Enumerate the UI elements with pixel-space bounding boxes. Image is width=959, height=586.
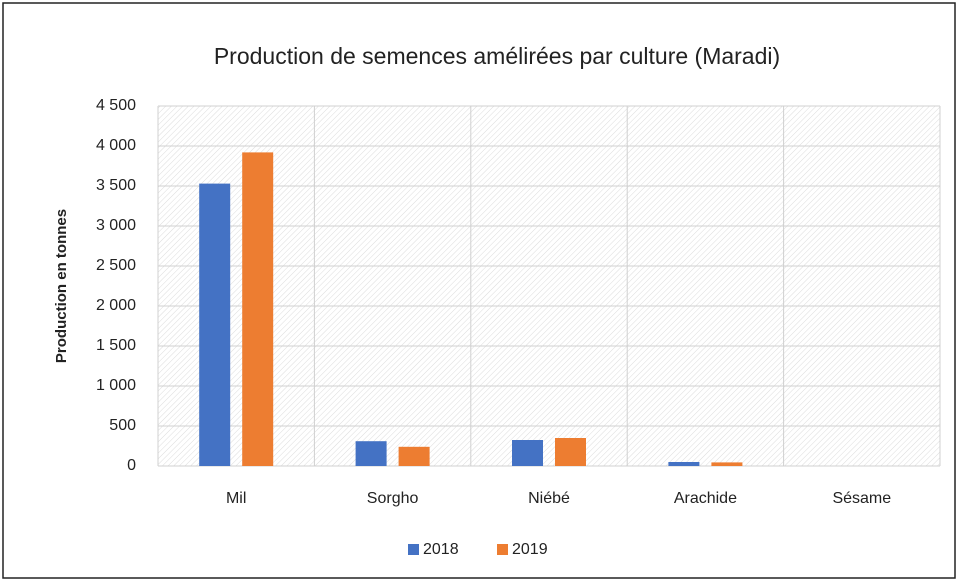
x-tick-label: Arachide [674,490,737,507]
y-tick-label: 1 000 [96,377,136,394]
y-tick-label: 3 500 [96,177,136,194]
legend-swatch [497,544,508,555]
chart-title: Production de semences amélirées par cul… [214,43,780,69]
bar [512,440,543,466]
x-tick-label: Sorgho [367,490,419,507]
x-tick-label: Sésame [832,490,891,507]
legend-label: 2018 [423,541,459,558]
x-tick-label: Niébé [528,490,570,507]
y-tick-label: 2 500 [96,257,136,274]
legend-swatch [408,544,419,555]
bar [199,183,231,466]
bar [355,441,387,466]
y-axis-label: Production en tonnes [53,209,70,363]
y-tick-label: 500 [109,417,136,434]
y-tick-label: 2 000 [96,297,136,314]
bar [668,462,700,466]
bar [398,446,430,466]
bar [711,462,743,466]
bar [242,152,274,466]
y-tick-label: 4 000 [96,137,136,154]
y-tick-label: 1 500 [96,337,136,354]
y-tick-label: 0 [127,457,136,474]
legend-label: 2019 [512,541,548,558]
bar [555,438,586,466]
y-tick-label: 4 500 [96,97,136,114]
x-tick-label: Mil [226,490,246,507]
plot-area [158,106,940,466]
y-tick-label: 3 000 [96,217,136,234]
